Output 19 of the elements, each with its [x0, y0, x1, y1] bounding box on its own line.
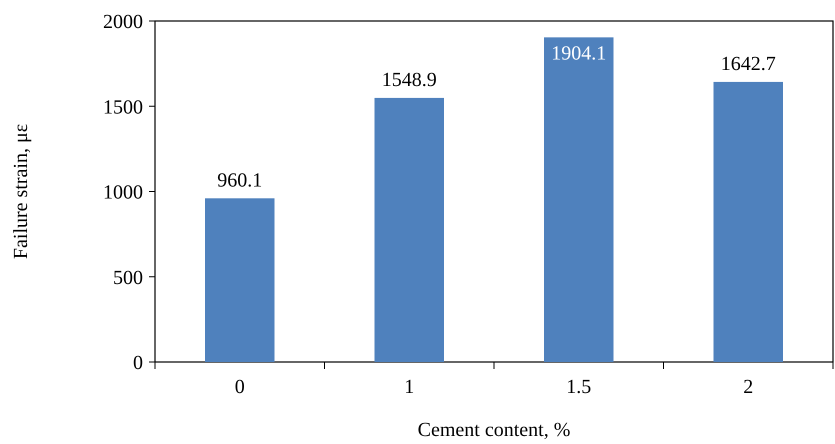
- bar: [374, 98, 444, 362]
- data-label: 1904.1: [551, 42, 606, 64]
- y-tick-label: 500: [113, 266, 143, 289]
- y-tick-label: 1000: [103, 182, 143, 204]
- bar: [714, 82, 783, 362]
- bar: [544, 37, 614, 362]
- x-tick-label: 0: [234, 376, 245, 398]
- y-tick-label: 1500: [103, 96, 143, 118]
- bar: [205, 198, 274, 362]
- x-tick-label: 1.5: [566, 376, 592, 398]
- x-tick-label: 2: [743, 376, 754, 398]
- data-label: 960.1: [217, 169, 262, 192]
- data-label: 1642.7: [720, 52, 776, 75]
- data-label: 1548.9: [382, 68, 437, 91]
- x-tick-label: 1: [404, 376, 414, 398]
- y-tick-label: 0: [133, 352, 143, 374]
- y-axis-title: Failure strain, με: [10, 124, 32, 260]
- y-tick-label: 2000: [103, 11, 143, 33]
- x-axis-title: Cement content, %: [418, 419, 570, 441]
